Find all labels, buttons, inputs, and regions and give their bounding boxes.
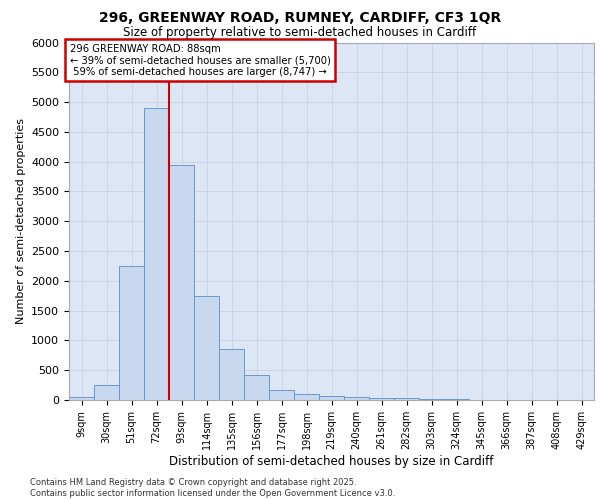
Text: Size of property relative to semi-detached houses in Cardiff: Size of property relative to semi-detach…: [124, 26, 476, 39]
Bar: [194, 296, 219, 400]
Bar: [294, 394, 319, 400]
Bar: [394, 398, 419, 400]
Bar: [269, 390, 294, 400]
X-axis label: Distribution of semi-detached houses by size in Cardiff: Distribution of semi-detached houses by …: [169, 454, 494, 468]
Bar: [144, 108, 169, 400]
Bar: [69, 397, 94, 400]
Bar: [244, 375, 269, 400]
Bar: [219, 350, 244, 400]
Y-axis label: Number of semi-detached properties: Number of semi-detached properties: [16, 118, 26, 324]
Bar: [344, 396, 369, 400]
Bar: [94, 385, 119, 400]
Bar: [169, 164, 194, 400]
Text: 296 GREENWAY ROAD: 88sqm
← 39% of semi-detached houses are smaller (5,700)
 59% : 296 GREENWAY ROAD: 88sqm ← 39% of semi-d…: [70, 44, 331, 77]
Bar: [369, 398, 394, 400]
Text: Contains HM Land Registry data © Crown copyright and database right 2025.
Contai: Contains HM Land Registry data © Crown c…: [30, 478, 395, 498]
Text: 296, GREENWAY ROAD, RUMNEY, CARDIFF, CF3 1QR: 296, GREENWAY ROAD, RUMNEY, CARDIFF, CF3…: [99, 11, 501, 25]
Bar: [319, 396, 344, 400]
Bar: [119, 266, 144, 400]
Bar: [419, 399, 444, 400]
